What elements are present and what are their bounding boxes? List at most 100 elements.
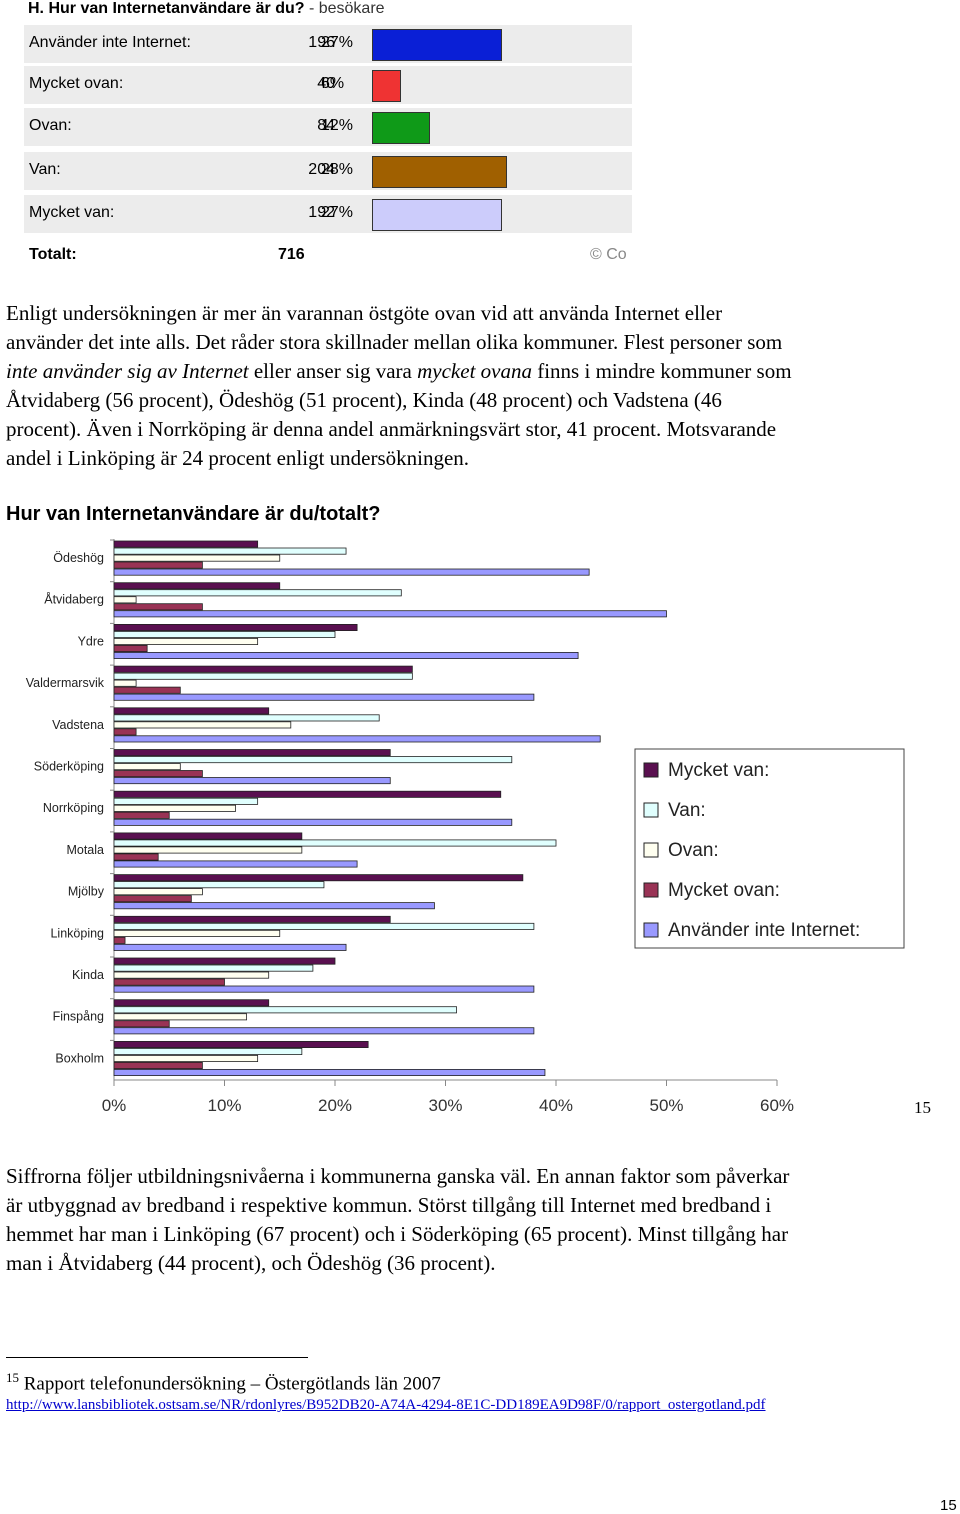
data-bar <box>113 540 259 548</box>
data-bar <box>113 846 303 854</box>
data-bar <box>113 971 270 979</box>
legend-swatch <box>643 762 659 778</box>
page-marker: 15 <box>914 1098 931 1117</box>
category-label: Åtvidaberg <box>44 592 104 607</box>
data-bar <box>113 999 270 1007</box>
data-bar <box>113 763 181 771</box>
data-bar <box>113 881 325 889</box>
row-percent: 27% <box>321 34 354 51</box>
legend-swatch <box>643 882 659 898</box>
row-percent: 6% <box>321 75 345 92</box>
data-bar <box>113 547 347 555</box>
legend-swatch <box>643 802 659 818</box>
experience-row: Använder inte Internet: 196 27% <box>24 25 632 63</box>
data-bar <box>113 770 203 778</box>
data-bar <box>113 936 126 944</box>
text-line: inte använder sig av Internet eller anse… <box>6 359 792 383</box>
text-line: Åtvidaberg (56 procent), Ödeshög (51 pro… <box>6 388 722 412</box>
copyright-mark: © Co <box>590 246 627 263</box>
row-label: Mycket ovan: <box>29 75 124 92</box>
x-tick-label: 0% <box>102 1096 127 1115</box>
data-bar <box>113 596 137 604</box>
experience-row: Mycket van: 192 27% <box>24 195 632 233</box>
data-bar <box>113 978 225 986</box>
legend-label: Mycket van: <box>668 760 769 781</box>
category-label: Kinda <box>72 968 104 982</box>
x-tick-label: 60% <box>760 1096 794 1115</box>
data-bar <box>113 874 524 882</box>
legend-swatch <box>643 842 659 858</box>
data-bar <box>113 568 590 576</box>
data-bar <box>113 1055 259 1063</box>
row-bar <box>372 70 401 102</box>
data-bar <box>113 915 391 923</box>
data-bar <box>113 811 170 819</box>
legend-label: Mycket ovan: <box>668 880 780 901</box>
row-label: Van: <box>29 161 61 178</box>
visitor-experience-chart: H. Hur van Internetanvändare är du? - be… <box>0 0 640 275</box>
chart-heading: Hur van Internetanvändare är du/totalt? <box>6 503 381 525</box>
data-bar <box>113 610 667 618</box>
data-bar <box>113 645 148 653</box>
data-bar <box>113 631 336 639</box>
x-tick-label: 20% <box>318 1096 352 1115</box>
row-count: 40 <box>317 75 335 92</box>
data-bar <box>113 860 358 868</box>
broadband-paragraph: Siffrorna följer utbildningsnivåerna i k… <box>6 1162 956 1278</box>
chart-title: H. Hur van Internetanvändare är du? - be… <box>28 0 385 17</box>
experience-row: Mycket ovan: 40 6% <box>24 66 632 104</box>
category-label: Ydre <box>78 634 104 648</box>
x-tick-label: 50% <box>649 1096 683 1115</box>
municipality-bar-chart: 0% 10% 20% 30% 40% 50% 60% Ödeshög Åtvidaberg Ydr… <box>26 539 905 1115</box>
data-bar <box>113 589 402 597</box>
footnote-divider <box>6 1357 308 1358</box>
row-label: Ovan: <box>29 117 72 134</box>
data-bar <box>113 679 137 687</box>
data-bar <box>113 777 391 785</box>
data-bar <box>113 832 303 840</box>
text-line: Enligt undersökningen är mer än varannan… <box>6 301 723 325</box>
row-bar <box>372 112 430 144</box>
data-bar <box>113 853 159 861</box>
total-label: Totalt: <box>29 246 77 263</box>
row-percent: 12% <box>321 117 354 134</box>
category-label: Boxholm <box>55 1051 104 1065</box>
legend-box <box>634 748 905 949</box>
data-bar <box>113 985 535 993</box>
data-bar <box>113 582 281 590</box>
data-bar <box>113 902 435 910</box>
text-line: är utbyggnad av bredband i respektive ko… <box>6 1193 772 1217</box>
x-tick-label: 30% <box>428 1096 462 1115</box>
footnote-number: 15 <box>6 1370 19 1385</box>
category-label: Linköping <box>50 926 104 940</box>
data-bar <box>113 652 579 660</box>
data-bar <box>113 818 513 826</box>
data-bar <box>113 1006 457 1014</box>
footnote: 15 Rapport telefonundersökning – Östergö… <box>6 1370 441 1395</box>
row-label: Mycket van: <box>29 204 115 221</box>
intro-paragraph: Enligt undersökningen är mer än varannan… <box>6 299 956 473</box>
legend-label: Van: <box>668 800 706 821</box>
data-bar <box>113 964 314 972</box>
category-label: Söderköping <box>34 760 104 774</box>
data-bar <box>113 888 203 896</box>
data-bar <box>113 922 535 930</box>
footnote-link[interactable]: http://www.lansbibliotek.ostsam.se/NR/rd… <box>6 1397 766 1413</box>
data-bar <box>113 1020 170 1028</box>
row-count: 204 <box>308 161 335 178</box>
text-line: använder det inte alls. Det råder stora … <box>6 330 783 354</box>
data-bar <box>113 804 236 812</box>
category-label: Vadstena <box>52 718 104 732</box>
text-line: man i Åtvidaberg (44 procent), och Ödesh… <box>6 1251 496 1275</box>
row-count: 196 <box>308 34 335 51</box>
row-bar <box>372 199 502 231</box>
category-label: Valdermarsvik <box>26 676 105 690</box>
data-bar <box>113 1040 369 1048</box>
data-bar <box>113 957 336 965</box>
data-bar <box>113 790 502 798</box>
category-label: Norrköping <box>43 801 104 815</box>
data-bar <box>113 943 347 951</box>
text-line: andel i Linköping är 24 procent enligt u… <box>6 446 470 470</box>
data-bar <box>113 728 137 736</box>
data-bar <box>113 665 413 673</box>
